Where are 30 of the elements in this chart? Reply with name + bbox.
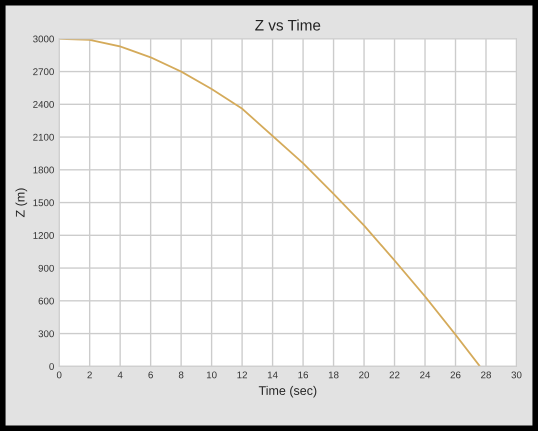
x-tick-label: 20 [359,371,370,378]
x-tick-label: 4 [118,372,123,378]
x-tick-label: 22 [390,371,400,378]
y-tick-label: 0 [49,363,54,370]
y-tick-label: 600 [38,298,54,304]
x-tick-label: 18 [328,371,339,378]
x-tick-label: 10 [206,371,217,378]
x-tick-label: 28 [481,371,491,378]
y-tick-label: 2100 [33,134,54,141]
chart-title: Z vs Time [255,19,320,31]
y-tick-label: 1200 [33,232,54,239]
x-tick-label: 30 [511,371,522,378]
x-tick-label: 0 [56,371,62,378]
y-tick-label: 2400 [33,101,54,108]
x-tick-label: 16 [298,371,308,378]
y-tick-label: 300 [38,330,54,338]
y-tick-label: 3000 [33,36,54,42]
x-axis-title: Time (sec) [258,386,316,398]
y-tick-label: 1800 [33,166,54,174]
y-tick-label: 1500 [33,199,54,206]
x-tick-label: 14 [268,372,278,378]
x-tick-label: 6 [148,371,153,378]
x-tick-label: 24 [420,371,430,378]
y-axis-title: Z (m) [15,188,28,218]
x-tick-label: 2 [87,371,92,378]
x-tick-label: 12 [237,371,248,378]
x-tick-label: 26 [450,371,460,378]
x-tick-label: 8 [178,371,184,378]
y-tick-label: 900 [38,264,54,272]
y-tick-label: 2700 [33,68,54,76]
